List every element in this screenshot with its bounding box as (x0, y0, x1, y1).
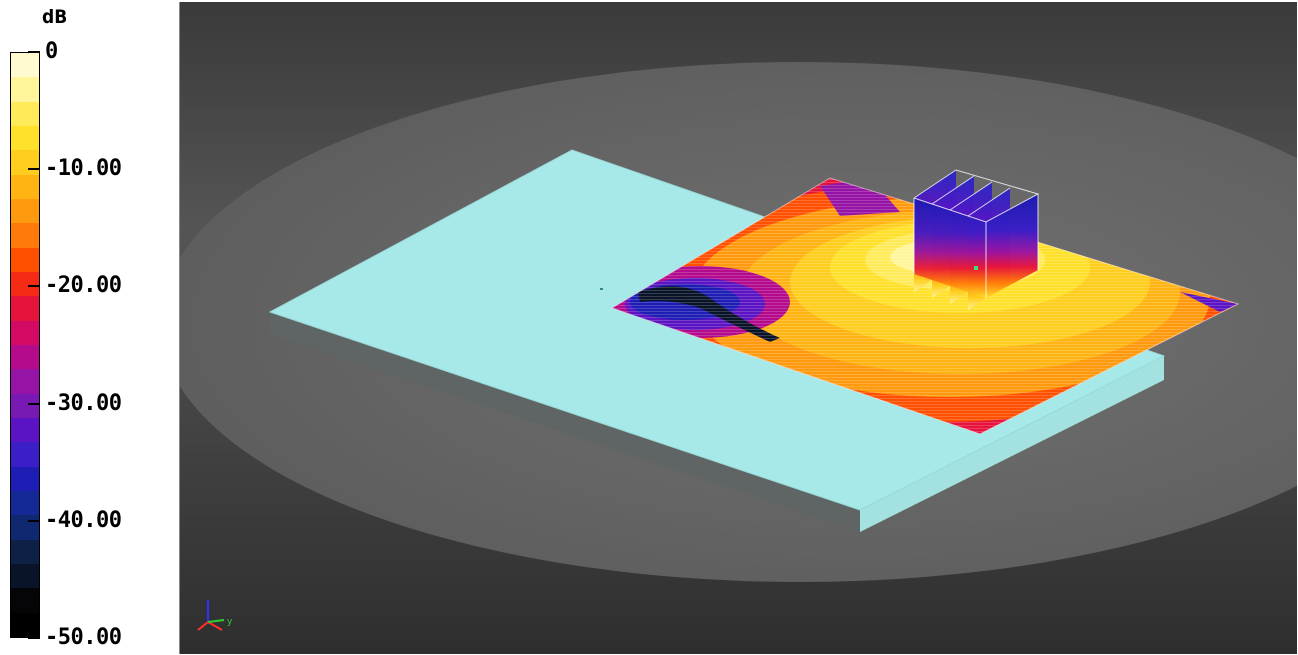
axis-triad: y (197, 600, 233, 631)
colorbar-tick-label: -20.00 (45, 273, 122, 299)
colorbar-band (11, 515, 39, 540)
colorbar-band (11, 442, 39, 467)
colorbar-band (11, 198, 39, 224)
colorbar-legend: dB 0 -10.00 -20.00 -30.00 -40.00 -50.00 (0, 0, 178, 655)
colorbar-band (11, 271, 39, 297)
colorbar-tick (28, 285, 40, 288)
colorbar-tick-label: -40.00 (45, 507, 122, 533)
colorbar-tick (28, 51, 40, 53)
board-side-front-right (860, 356, 1164, 532)
colorbar-tick-label: -50.00 (45, 625, 122, 650)
colorbar-gradient (10, 52, 40, 638)
colorbar-band (11, 101, 39, 126)
colorbar-band (11, 344, 39, 370)
colorbar-tick-label: 0 (45, 39, 58, 64)
vertical-slices (913, 169, 1040, 310)
colorbar-band (11, 588, 39, 613)
colorbar-band (11, 369, 39, 394)
colorbar-band (11, 490, 39, 516)
3d-viewport[interactable]: y (179, 2, 1297, 654)
colorbar-band (11, 77, 39, 102)
colorbar-band (11, 393, 39, 418)
colorbar-band (11, 539, 39, 564)
colorbar-tick-label: -10.00 (45, 156, 122, 182)
colorbar-band (11, 563, 39, 589)
colorbar-band (11, 320, 39, 345)
colorbar-band (11, 223, 39, 248)
colorbar-band (11, 417, 39, 443)
colorbar-band (11, 125, 39, 151)
axis-y-label: y (227, 617, 233, 627)
colorbar-tick (28, 519, 40, 522)
colorbar-tick (28, 637, 40, 639)
colorbar-unit-label: dB (42, 6, 68, 28)
colorbar-band (11, 53, 39, 78)
colorbar-band (11, 296, 39, 321)
colorbar-band (11, 150, 39, 175)
colorbar-band (11, 612, 39, 637)
colorbar-band (11, 466, 39, 491)
colorbar-band (11, 247, 39, 272)
colorbar-tick-label: -30.00 (45, 390, 122, 416)
colorbar-band (11, 174, 39, 199)
board-side-front-left (270, 312, 860, 532)
scene-canvas[interactable]: y (180, 2, 1297, 654)
colorbar-tick (28, 402, 40, 405)
colorbar-tick (28, 168, 40, 171)
board-marker (600, 288, 603, 290)
